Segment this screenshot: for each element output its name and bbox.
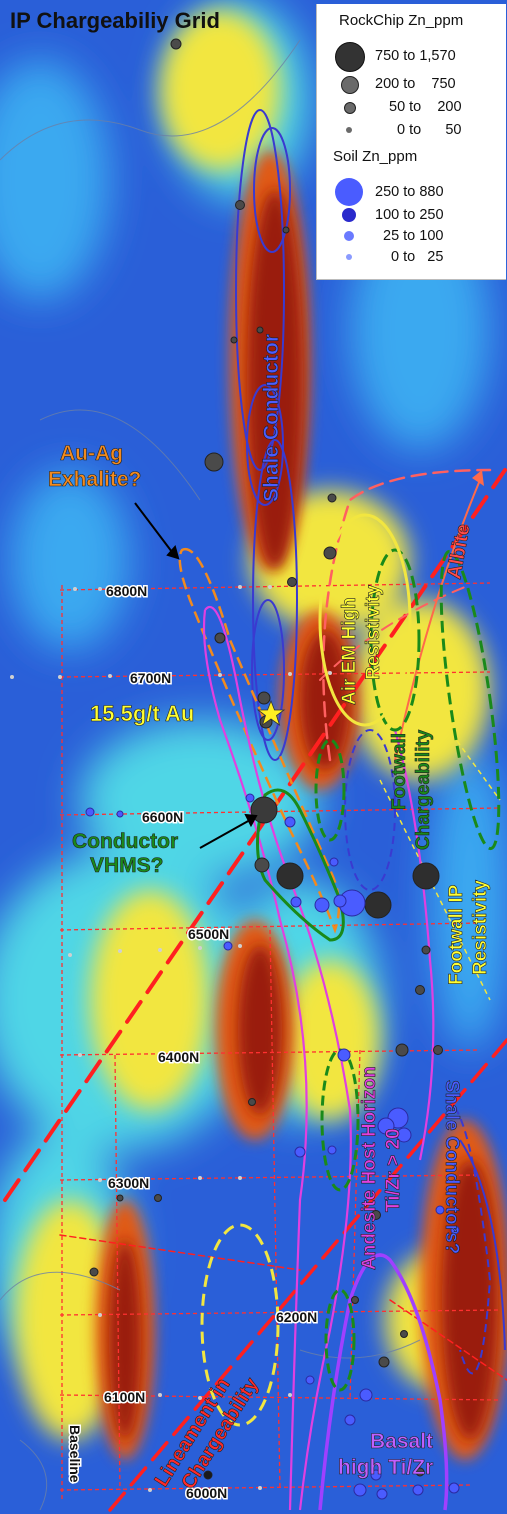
gold-star-icon [256,699,286,727]
legend-soil-symbol [346,254,352,260]
soil-samples [85,793,460,1500]
legend-rock-symbol [335,42,365,72]
legend-rock-symbol [341,76,359,94]
air-em-label: Air EM High Resistivity [339,585,384,705]
legend-soil-label: 250 to 880 [375,184,444,200]
grid-label-6400n: 6400N [158,1049,199,1065]
legend-rock-label: 750 to 1,570 [375,48,456,64]
grid-label-6200n: 6200N [276,1309,317,1325]
grid-label-6000n: 6000N [186,1485,227,1501]
legend-soil-row: 250 to 880 [317,178,507,206]
legend-soil-row: 100 to 250 [317,205,507,227]
legend-rock-label: 0 to 50 [397,122,462,138]
roads [0,39,421,1511]
baseline-label: Baseline [67,1425,83,1483]
legend-soil-row: 25 to 100 [317,226,507,248]
legend-rock-row: 200 to 750 [317,74,507,96]
conductor-label: Conductor VHMS? [72,830,184,877]
albite-trace [394,470,484,761]
footwall-chargeability-label: Footwall Chargeability [389,728,434,850]
grid-label-6500n: 6500N [188,926,229,942]
au-ag-label: Au-Ag Exhalite? [48,442,141,491]
shale-conductors-label: Shale Conductors? [441,1080,462,1254]
grid-label-6800n: 6800N [106,583,147,599]
basalt-outline [318,1253,449,1511]
legend-soil-symbol [344,231,354,241]
legend-rock-label: 50 to 200 [389,99,462,115]
shale-conductor-label: Shale Conductor [260,334,283,502]
legend-soil-row: 0 to 25 [317,247,507,269]
annotation-arrows [134,502,258,849]
grid-line-labels: 6800N 6700N 6600N 6500N 6400N 6300N 6200… [103,582,319,1503]
legend-rock-symbol [344,102,356,114]
andesite-horizon-label: Andesite Host Horizon Ti/Zr > 20 [359,1061,404,1270]
legend: RockChip Zn_ppm 750 to 1,570 200 to 750 … [316,4,506,280]
legend-rock-title: RockChip Zn_ppm [339,12,464,29]
legend-soil-label: 0 to 25 [391,249,444,265]
gold-grade-label: 15.5g/t Au [90,701,194,726]
lineament-lines [3,468,507,1512]
grid-label-6700n: 6700N [130,670,171,686]
legend-soil-title: Soil Zn_ppm [333,148,418,165]
green-outlines [256,548,501,1392]
map-title: IP Chargeabiliy Grid [10,8,220,33]
grid-label-6300n: 6300N [108,1175,149,1191]
legend-rock-row: 750 to 1,570 [317,42,507,72]
resistivity-lines [379,689,501,1001]
legend-rock-row: 50 to 200 [317,97,507,119]
basalt-label: Basalt high Ti/Zr [338,1430,439,1479]
legend-soil-label: 25 to 100 [383,228,444,244]
legend-soil-symbol [342,208,356,222]
legend-soil-symbol [335,178,363,206]
survey-grid [59,582,501,1500]
legend-soil-label: 100 to 250 [375,207,444,223]
legend-rock-symbol [346,127,352,133]
footwall-ip-label: Footwall IP Resistivity [446,880,491,985]
grid-label-6100n: 6100N [104,1389,145,1405]
rock-chip-samples [89,38,443,1480]
shale-conductor-outlines [235,109,506,1375]
grid-label-6600n: 6600N [142,809,183,825]
yellow-outlines [200,513,412,1427]
station-dots [10,585,332,1492]
legend-rock-row: 0 to 50 [317,120,507,142]
legend-rock-label: 200 to 750 [375,76,456,92]
